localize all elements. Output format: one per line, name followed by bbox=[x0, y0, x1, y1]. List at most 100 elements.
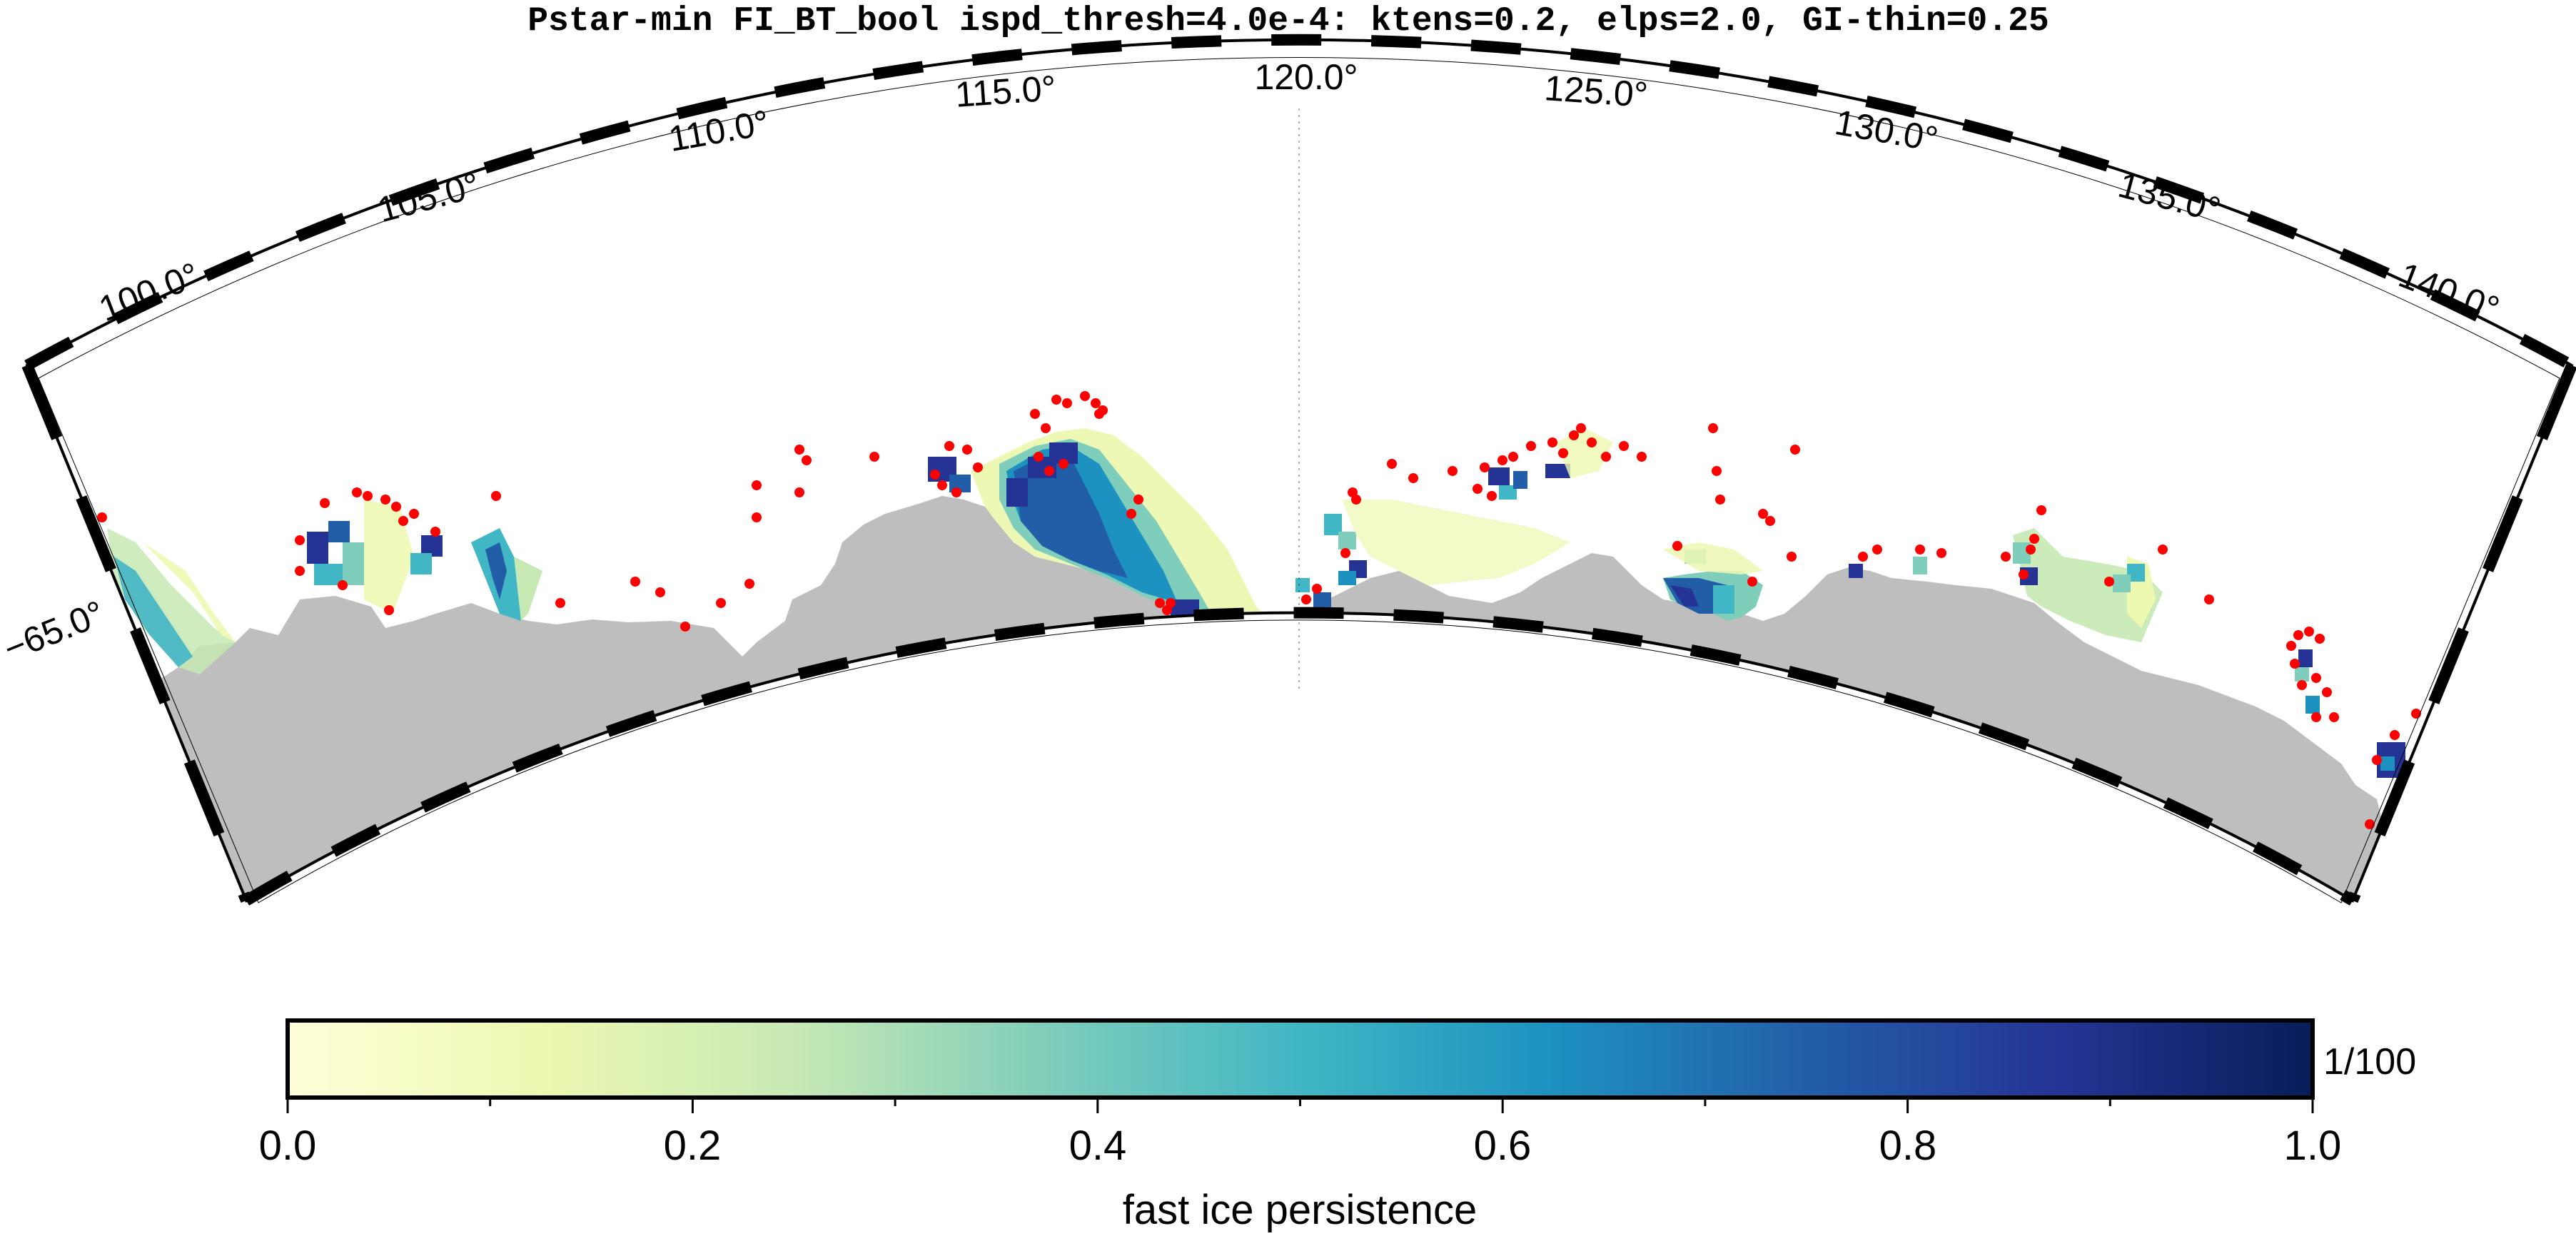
iceberg-marker bbox=[962, 445, 972, 455]
iceberg-marker bbox=[2036, 505, 2046, 515]
lon-label-105: 105.0° bbox=[373, 165, 484, 231]
iceberg-marker bbox=[1747, 577, 1757, 587]
lon-label-115: 115.0° bbox=[954, 68, 1057, 115]
cb-tick-label-2: 0.4 bbox=[1069, 1123, 1127, 1169]
iceberg-marker bbox=[391, 502, 401, 512]
iceberg-marker bbox=[1051, 395, 1061, 405]
iceberg-marker bbox=[2286, 641, 2296, 651]
iceberg-marker bbox=[2158, 544, 2168, 554]
iceberg-marker bbox=[1497, 455, 1507, 465]
cb-tick-label-3: 0.6 bbox=[1474, 1123, 1532, 1169]
iceberg-marker bbox=[2290, 659, 2300, 669]
iceberg-marker bbox=[1508, 452, 1518, 462]
iceberg-marker bbox=[1351, 495, 1361, 505]
iceberg-marker bbox=[1034, 452, 1044, 462]
iceberg-marker bbox=[295, 535, 305, 545]
iceberg-marker bbox=[944, 441, 954, 451]
lon-label-135: 135.0° bbox=[2114, 165, 2225, 231]
iceberg-marker bbox=[1448, 466, 1458, 476]
colorbar-ticks bbox=[286, 1098, 2314, 1113]
iceberg-marker bbox=[1587, 437, 1597, 447]
iceberg-marker bbox=[2311, 712, 2321, 722]
iceberg-marker bbox=[1787, 552, 1797, 562]
iceberg-marker bbox=[1915, 544, 1925, 554]
iceberg-marker bbox=[1758, 509, 1768, 519]
iceberg-marker bbox=[1166, 598, 1176, 608]
map-frame bbox=[21, 34, 2576, 906]
colorbar-tick-labels: 0.0 0.2 0.4 0.6 0.8 1.0 bbox=[259, 1123, 2342, 1169]
iceberg-marker bbox=[1790, 445, 1800, 455]
iceberg-marker bbox=[2026, 544, 2036, 554]
iceberg-marker bbox=[363, 491, 373, 501]
iceberg-marker bbox=[1312, 584, 1322, 594]
iceberg-marker bbox=[1059, 459, 1069, 469]
iceberg-marker bbox=[2001, 552, 2011, 562]
colorbar-scale-label: 1/100 bbox=[2323, 1041, 2416, 1083]
lon-label-100: 100.0° bbox=[94, 255, 205, 329]
iceberg-marker bbox=[1155, 598, 1165, 608]
iceberg-marker bbox=[630, 577, 640, 587]
iceberg-marker bbox=[380, 495, 390, 505]
iceberg-marker bbox=[409, 509, 419, 519]
iceberg-marker bbox=[716, 598, 726, 608]
iceberg-marker bbox=[430, 527, 440, 537]
iceberg-marker bbox=[655, 587, 665, 597]
iceberg-marker bbox=[2293, 630, 2303, 640]
iceberg-marker bbox=[752, 512, 762, 522]
iceberg-marker bbox=[680, 622, 690, 632]
iceberg-marker bbox=[1765, 516, 1775, 526]
cb-tick-label-0: 0.0 bbox=[259, 1123, 317, 1169]
iceberg-marker bbox=[869, 452, 879, 462]
iceberg-marker bbox=[398, 516, 408, 526]
iceberg-marker bbox=[1872, 544, 1882, 554]
iceberg-marker bbox=[1601, 452, 1611, 462]
iceberg-marker bbox=[2304, 627, 2314, 637]
colorbar-title: fast ice persistence bbox=[1123, 1187, 1477, 1233]
iceberg-marker bbox=[794, 445, 804, 455]
iceberg-marker bbox=[2297, 680, 2307, 690]
iceberg-marker bbox=[1387, 459, 1397, 469]
iceberg-marker bbox=[1672, 541, 1682, 551]
iceberg-marker bbox=[802, 455, 812, 465]
iceberg-marker bbox=[1526, 441, 1536, 451]
iceberg-marker bbox=[1340, 548, 1350, 558]
iceberg-marker bbox=[295, 566, 305, 576]
iceberg-marker bbox=[2104, 577, 2114, 587]
fast-ice-patches bbox=[107, 428, 2405, 778]
iceberg-marker bbox=[2029, 534, 2039, 544]
iceberg-marker bbox=[1637, 452, 1647, 462]
iceberg-marker bbox=[937, 480, 947, 490]
iceberg-marker bbox=[973, 462, 983, 472]
iceberg-marker bbox=[2311, 673, 2321, 683]
colorbar-gradient bbox=[286, 1018, 2315, 1100]
iceberg-markers bbox=[97, 391, 2421, 829]
colorbar: 0.0 0.2 0.4 0.6 0.8 1.0 1/100 fast ice p… bbox=[259, 1018, 2416, 1233]
iceberg-marker bbox=[1062, 398, 1072, 408]
iceberg-marker bbox=[752, 480, 762, 490]
iceberg-marker bbox=[1133, 495, 1143, 505]
iceberg-marker bbox=[1044, 466, 1054, 476]
iceberg-marker bbox=[1558, 448, 1568, 458]
iceberg-marker bbox=[1301, 594, 1311, 604]
iceberg-marker bbox=[320, 498, 330, 508]
iceberg-marker bbox=[1708, 423, 1718, 433]
map-area bbox=[97, 391, 2421, 901]
iceberg-marker bbox=[1487, 491, 1497, 501]
iceberg-marker bbox=[2390, 730, 2400, 740]
iceberg-marker bbox=[1041, 423, 1051, 433]
iceberg-marker bbox=[2372, 755, 2382, 765]
iceberg-marker bbox=[2315, 634, 2325, 644]
iceberg-marker bbox=[338, 580, 348, 590]
iceberg-marker bbox=[2329, 712, 2339, 722]
iceberg-marker bbox=[1619, 441, 1629, 451]
cb-tick-label-5: 1.0 bbox=[2284, 1123, 2342, 1169]
cb-tick-label-4: 0.8 bbox=[1879, 1123, 1937, 1169]
iceberg-marker bbox=[2204, 594, 2214, 604]
lat-label-minus65: −65.0° bbox=[0, 593, 110, 669]
lon-label-140: 140.0° bbox=[2393, 255, 2505, 329]
iceberg-marker bbox=[744, 579, 754, 589]
iceberg-marker bbox=[1091, 398, 1101, 408]
iceberg-marker bbox=[951, 487, 961, 497]
iceberg-marker bbox=[1480, 462, 1490, 472]
